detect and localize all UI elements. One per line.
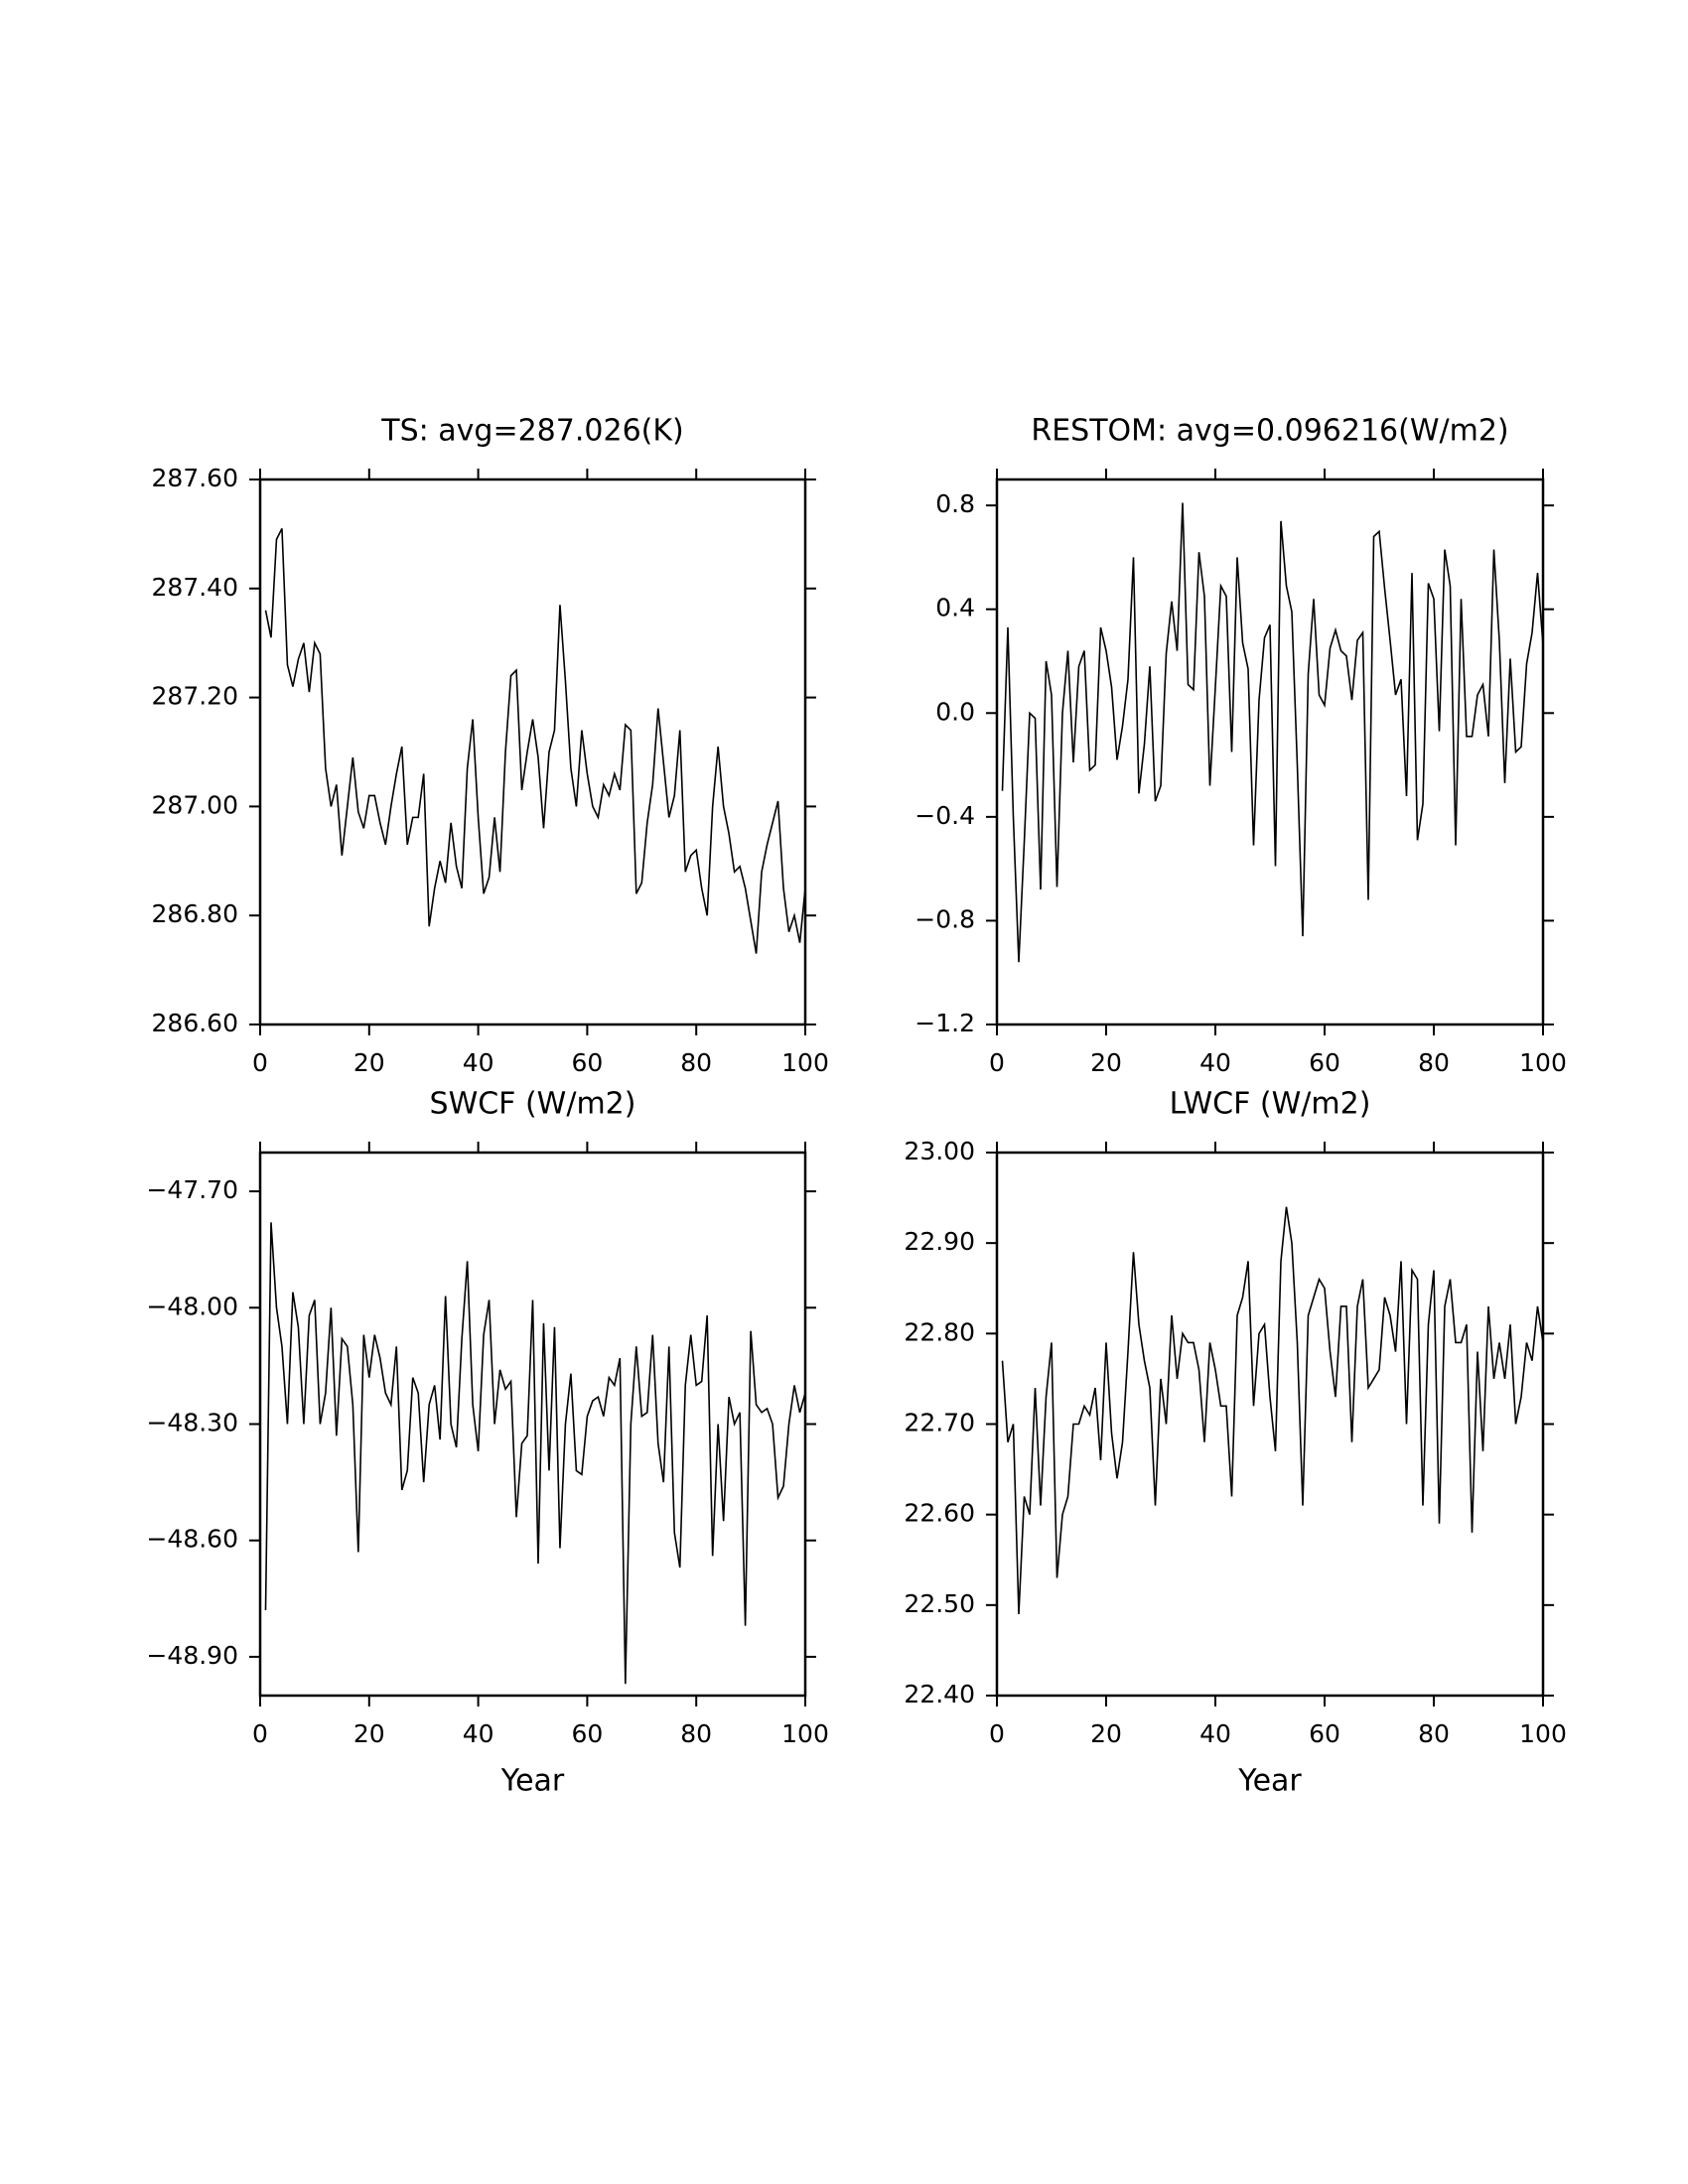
y-tick-label: 287.60 (152, 464, 238, 492)
y-tick-label: 0.8 (935, 489, 975, 518)
y-tick-label: −48.60 (146, 1525, 238, 1554)
plot-frame (258, 1151, 807, 1698)
x-tick-label: 20 (353, 1048, 385, 1077)
plot-frame (995, 478, 1545, 1026)
x-tick-label: 0 (989, 1719, 1005, 1748)
x-tick-label: 0 (252, 1048, 268, 1077)
y-tick-label: −0.8 (914, 904, 975, 933)
y-tick-label: −48.90 (146, 1641, 238, 1670)
y-tick-label: 22.60 (904, 1499, 975, 1528)
data-line (1001, 502, 1544, 963)
x-tick-label: 0 (252, 1719, 268, 1748)
x-tick-label: 100 (781, 1719, 829, 1748)
data-line (1001, 1206, 1544, 1614)
x-tick-label: 20 (1090, 1719, 1122, 1748)
x-tick-label: 40 (463, 1048, 494, 1077)
y-tick-label: −48.30 (146, 1409, 238, 1437)
y-tick-label: 0.4 (935, 594, 975, 622)
y-tick-label: 22.80 (904, 1317, 975, 1346)
panel-title: TS: avg=287.026(K) (380, 414, 683, 449)
panel-title: RESTOM: avg=0.096216(W/m2) (1031, 414, 1508, 449)
y-tick-label: 286.60 (152, 1009, 238, 1037)
x-tick-label: 60 (1309, 1048, 1340, 1077)
panel-title: SWCF (W/m2) (430, 1087, 636, 1122)
x-tick-label: 100 (1519, 1048, 1567, 1077)
x-tick-label: 40 (463, 1719, 494, 1748)
panel-title: LWCF (W/m2) (1170, 1087, 1371, 1122)
x-tick-label: 20 (353, 1719, 385, 1748)
x-tick-label: 80 (1418, 1719, 1450, 1748)
x-tick-label: 100 (781, 1048, 829, 1077)
x-tick-label: 40 (1199, 1719, 1231, 1748)
data-line (264, 1222, 806, 1685)
y-tick-label: −1.2 (914, 1009, 975, 1037)
y-tick-label: 0.0 (935, 697, 975, 726)
x-tick-label: 80 (1418, 1048, 1450, 1077)
y-tick-label: 286.80 (152, 899, 238, 928)
x-tick-label: 80 (680, 1048, 712, 1077)
x-tick-label: 60 (1309, 1719, 1340, 1748)
x-axis-label: Year (1237, 1764, 1302, 1799)
plot-frame (258, 478, 807, 1026)
y-tick-label: 287.00 (152, 790, 238, 819)
data-line (264, 528, 806, 954)
x-tick-label: 40 (1199, 1048, 1231, 1077)
y-tick-label: 287.20 (152, 682, 238, 711)
y-tick-label: −48.00 (146, 1292, 238, 1320)
x-axis-label: Year (500, 1764, 565, 1799)
y-tick-label: 22.40 (904, 1680, 975, 1708)
y-tick-label: 22.50 (904, 1589, 975, 1618)
plot-frame (995, 1151, 1545, 1698)
y-tick-label: −0.4 (914, 801, 975, 830)
x-tick-label: 80 (680, 1719, 712, 1748)
y-tick-label: 287.40 (152, 573, 238, 602)
y-tick-label: 23.00 (904, 1137, 975, 1165)
x-tick-label: 60 (571, 1719, 603, 1748)
x-tick-label: 60 (571, 1048, 603, 1077)
x-tick-label: 0 (989, 1048, 1005, 1077)
x-tick-label: 100 (1519, 1719, 1567, 1748)
x-tick-label: 20 (1090, 1048, 1122, 1077)
y-tick-label: 22.70 (904, 1409, 975, 1437)
y-tick-label: 22.90 (904, 1227, 975, 1256)
y-tick-label: −47.70 (146, 1175, 238, 1204)
